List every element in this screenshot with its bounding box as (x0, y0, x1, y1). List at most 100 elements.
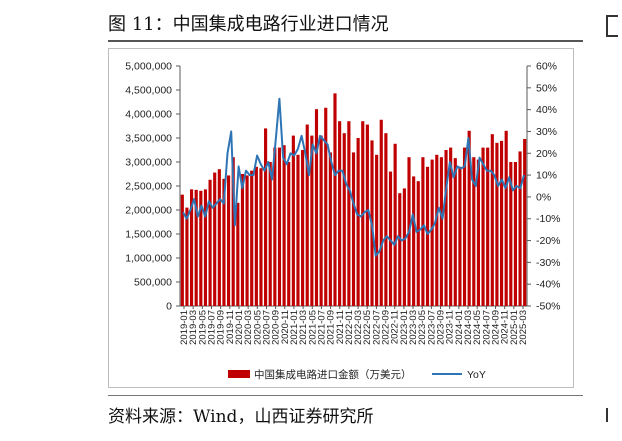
bar (296, 154, 300, 306)
x-tick-label: 2019-07 (206, 310, 217, 345)
bar (305, 124, 309, 306)
bar (430, 159, 434, 306)
bar (250, 170, 254, 306)
x-tick-label: 2024-03 (463, 310, 474, 345)
x-tick-label: 2021-05 (307, 310, 318, 345)
bar (347, 121, 351, 306)
bar (203, 189, 208, 306)
bar (425, 166, 430, 306)
y-left-tick-label: 4,500,000 (125, 85, 172, 97)
x-tick-label: 2022-05 (362, 310, 373, 345)
x-tick-label: 2021-03 (298, 310, 309, 345)
bar (509, 162, 513, 306)
y-left-tick-label: 2,000,000 (125, 205, 172, 217)
bar (314, 109, 319, 306)
bar (240, 174, 245, 306)
adjacent-figure-fragment (606, 15, 618, 37)
bar (504, 130, 508, 306)
x-tick-label: 2022-09 (381, 310, 392, 345)
x-tick-label: 2021-07 (316, 310, 327, 345)
bar (301, 150, 305, 306)
y-right-tick-label: 30% (536, 126, 557, 138)
x-tick-label: 2019-01 (179, 310, 190, 345)
bar (472, 157, 476, 306)
bar (222, 178, 226, 306)
bar (375, 154, 379, 306)
bar (227, 175, 231, 306)
bar (384, 133, 388, 306)
x-tick-label: 2021-01 (289, 310, 300, 345)
bar (481, 147, 485, 306)
x-tick-label: 2024-01 (454, 310, 465, 345)
bar (388, 171, 393, 306)
bar (393, 143, 397, 306)
bar (189, 189, 194, 306)
bar (217, 169, 221, 306)
x-tick-label: 2022-03 (353, 310, 364, 345)
bar (208, 179, 212, 306)
y-left-tick-label: 3,000,000 (125, 157, 172, 169)
y-right-tick-label: -10% (536, 213, 561, 225)
bar (287, 162, 291, 306)
y-left-tick-label: 4,000,000 (125, 109, 172, 121)
x-tick-label: 2023-03 (408, 310, 419, 345)
bar (476, 159, 480, 306)
y-right-tick-label: 20% (536, 148, 557, 160)
x-tick-label: 2022-01 (344, 310, 355, 345)
bar (523, 138, 527, 306)
y-right-tick-label: 0% (536, 191, 551, 203)
x-tick-label: 2020-03 (243, 310, 254, 345)
bar (264, 128, 268, 306)
y-left-tick-label: 1,500,000 (125, 229, 172, 241)
bar (324, 107, 328, 306)
x-tick-label: 2023-05 (417, 310, 428, 345)
bar (356, 138, 360, 306)
bar (490, 134, 494, 306)
y-right-tick-label: -30% (536, 257, 561, 269)
x-tick-label: 2023-11 (445, 310, 456, 344)
x-tick-label: 2020-01 (234, 310, 245, 345)
x-tick-label: 2022-11 (390, 310, 401, 344)
bar (180, 194, 184, 306)
y-left-tick-label: 500,000 (134, 277, 172, 289)
x-tick-label: 2019-11 (225, 310, 236, 344)
bar (328, 152, 332, 306)
bar (439, 157, 443, 306)
bar (402, 188, 406, 306)
bar (342, 133, 346, 306)
x-tick-label: 2023-09 (436, 310, 447, 345)
x-tick-label: 2020-09 (271, 310, 282, 345)
x-tick-label: 2019-09 (216, 310, 227, 345)
bar (282, 145, 286, 306)
bar (351, 152, 356, 306)
x-tick-label: 2022-07 (371, 310, 382, 345)
bar (495, 142, 499, 306)
x-tick-label: 2021-11 (335, 310, 346, 344)
y-right-tick-label: -40% (536, 279, 561, 291)
bar (365, 124, 369, 306)
bar (467, 130, 471, 306)
x-tick-label: 2023-07 (426, 310, 437, 345)
bar (185, 207, 189, 306)
y-left-tick-label: 3,500,000 (125, 133, 172, 145)
bar (416, 181, 420, 306)
y-right-tick-label: 60% (536, 61, 557, 73)
x-tick-label: 2024-05 (472, 310, 483, 345)
x-tick-label: 2025-01 (509, 310, 520, 345)
y-left-tick-label: 5,000,000 (125, 61, 172, 73)
bar (194, 189, 198, 306)
y-left-tick-label: 0 (166, 301, 172, 313)
figure-source: 资料来源：Wind，山西证券研究所 (108, 407, 374, 427)
x-tick-label: 2020-11 (280, 310, 291, 344)
bar (499, 140, 504, 306)
x-tick-label: 2024-11 (500, 310, 511, 344)
bar (213, 172, 217, 306)
bar (254, 166, 258, 306)
bar (518, 151, 522, 306)
bar (273, 147, 277, 306)
legend-line-label: YoY (467, 369, 486, 381)
yoy-line (182, 97, 525, 257)
bar (398, 193, 402, 306)
bar (449, 147, 453, 306)
bar (458, 166, 462, 306)
